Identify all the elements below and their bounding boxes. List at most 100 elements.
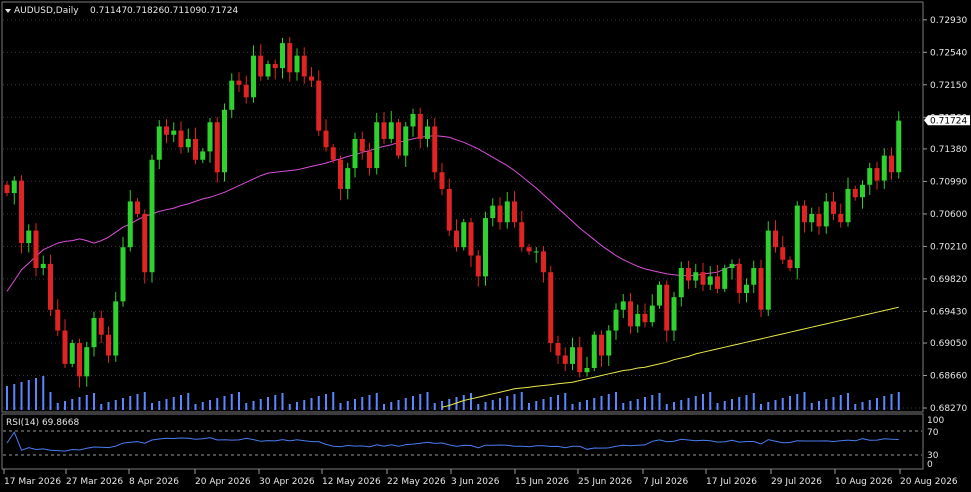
volume-bar (745, 395, 748, 410)
candle (657, 281, 662, 309)
candle-body (881, 155, 887, 181)
candle-body (686, 268, 691, 281)
volume-bar (107, 402, 110, 410)
candle-body (860, 184, 865, 198)
volume-bar (586, 400, 588, 410)
price-axis: 0.729300.725400.721500.717600.713800.709… (923, 16, 967, 414)
candle-body (816, 213, 822, 227)
candle (294, 48, 300, 81)
volume-bar (332, 392, 335, 410)
candle-body (417, 113, 423, 139)
volume-bar (114, 400, 117, 410)
candle-body (867, 168, 873, 185)
candle (461, 218, 467, 251)
candle (831, 192, 836, 221)
volume-bar (85, 395, 88, 410)
ohlc-high: 0.71826 (127, 6, 164, 16)
candle (729, 259, 735, 280)
volume-bar (419, 394, 422, 410)
volume-bar (13, 384, 16, 410)
candle-body (512, 201, 517, 223)
candle-body (736, 263, 742, 294)
candle-body (251, 55, 256, 98)
volume-bar (346, 401, 349, 410)
candle-body (852, 188, 858, 198)
date-tick-label: 17 Mar 2026 (4, 477, 61, 487)
candle (497, 197, 503, 230)
candle-body (570, 347, 575, 364)
candle (823, 193, 829, 234)
volume-bar (687, 398, 690, 410)
candle (425, 119, 430, 148)
volume-bar (375, 393, 378, 410)
candle-body (562, 355, 568, 364)
candle (410, 108, 416, 137)
candle-body (765, 230, 771, 310)
candle (229, 73, 235, 119)
volume-bar (593, 398, 596, 410)
candle-body (19, 180, 24, 244)
candle (555, 335, 561, 364)
price-tick-label: 0.72930 (930, 16, 967, 26)
candle (526, 243, 532, 255)
chevron-down-icon[interactable] (5, 9, 11, 13)
volume-bar (397, 400, 400, 410)
candle-body (11, 180, 17, 194)
volume-bar (810, 403, 813, 410)
candle-body (707, 276, 713, 285)
volume-bar (506, 396, 509, 410)
volume-bar (709, 392, 712, 410)
volume-bar (339, 403, 342, 410)
candle (4, 181, 10, 197)
candle (214, 116, 220, 183)
date-tick-label: 29 Jul 2026 (771, 477, 822, 487)
candle-body (84, 347, 90, 377)
candle (686, 260, 691, 289)
candle (758, 259, 764, 318)
candle (77, 338, 82, 388)
price-tick-label: 0.69050 (930, 339, 967, 349)
candle (671, 291, 677, 341)
rsi-label: RSI(14) 69.8668 (6, 418, 79, 428)
date-tick-label: 30 Apr 2026 (259, 477, 315, 487)
candle (178, 121, 184, 154)
candle (374, 112, 380, 175)
candle-body (678, 268, 684, 298)
volume-bar (354, 399, 356, 410)
candle-body (55, 309, 61, 331)
candle-body (120, 247, 126, 302)
candle-body (222, 109, 227, 173)
volume-bar (267, 397, 269, 410)
volume-bar (520, 392, 523, 410)
ma-slow-line (441, 306, 899, 408)
volume-bar (78, 397, 81, 410)
candle-body (164, 126, 169, 135)
volume-bar (564, 393, 567, 410)
volume-bar (64, 401, 66, 410)
candle-body (330, 147, 336, 160)
volume-bar (143, 392, 146, 410)
volume-bar (803, 392, 806, 410)
candle-body (207, 122, 213, 152)
volume-bar (876, 398, 878, 410)
rsi-tick-0: 0 (927, 460, 933, 470)
volume-bar (868, 400, 871, 410)
volume-bar (209, 400, 211, 410)
volume-bar (542, 399, 545, 410)
date-tick-label: 10 Aug 2026 (835, 477, 893, 487)
volume-bar (172, 397, 175, 410)
volume-bar (499, 398, 501, 410)
volume-bar (484, 402, 487, 410)
volume-bar (129, 396, 132, 410)
volume-bar (600, 396, 603, 410)
volume-bar (27, 380, 30, 410)
candle (330, 143, 336, 164)
date-tick-label: 25 Jun 2026 (578, 477, 632, 487)
candle (881, 148, 887, 189)
volume-bar (673, 402, 675, 410)
candle (142, 209, 148, 284)
volume-bar (470, 393, 472, 410)
volume-bar (6, 386, 8, 410)
candle (439, 162, 445, 196)
